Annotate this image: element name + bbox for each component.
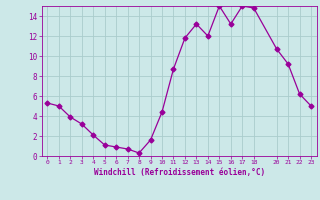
X-axis label: Windchill (Refroidissement éolien,°C): Windchill (Refroidissement éolien,°C) xyxy=(94,168,265,177)
